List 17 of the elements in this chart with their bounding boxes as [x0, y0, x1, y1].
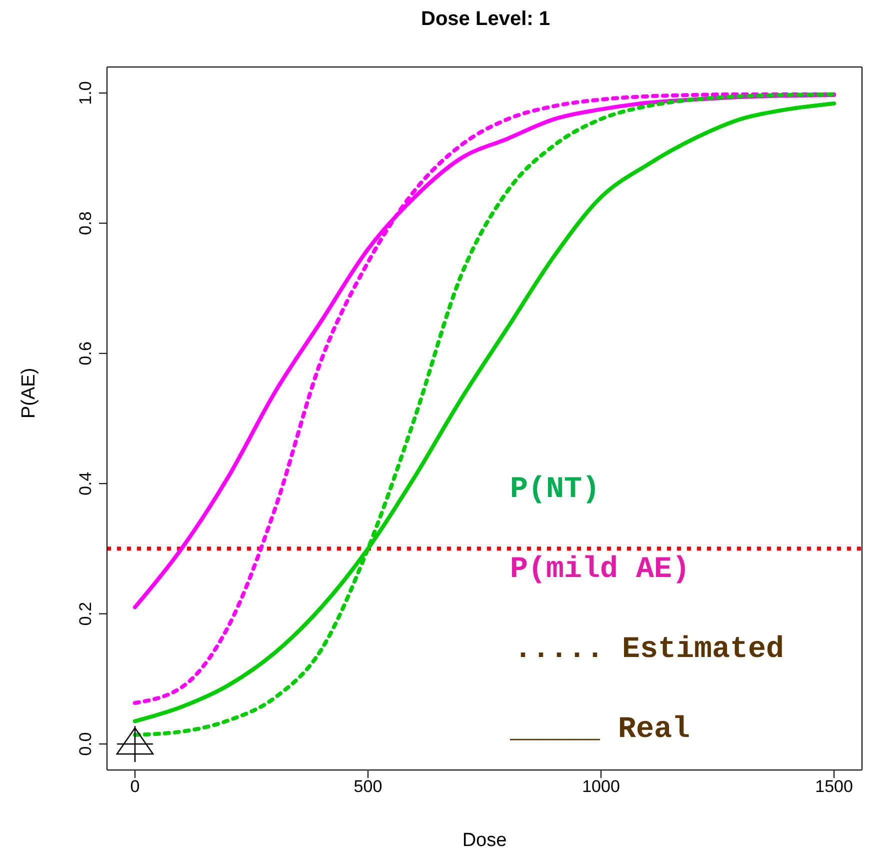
y-axis-title: P(AE): [18, 368, 40, 418]
chart-title: Dose Level: 1: [420, 8, 551, 32]
annotation: P(NT): [510, 473, 600, 507]
x-tick-label: 1500: [815, 777, 853, 796]
y-tick-label: 0.6: [76, 342, 95, 366]
x-tick-label: 500: [354, 777, 382, 796]
annotation: _____ Real: [509, 713, 690, 747]
annotation: ..... Estimated: [514, 633, 784, 667]
y-tick-label: 0.2: [76, 602, 95, 626]
y-tick-label: 0.4: [76, 472, 95, 496]
y-tick-label: 1.0: [76, 81, 95, 105]
y-tick-label: 0.0: [76, 732, 95, 756]
x-tick-label: 0: [130, 777, 140, 796]
x-axis-title: Dose: [462, 830, 507, 851]
annotation: P(mild AE): [510, 553, 690, 587]
y-tick-label: 0.8: [76, 211, 95, 236]
x-tick-label: 1000: [582, 777, 620, 796]
